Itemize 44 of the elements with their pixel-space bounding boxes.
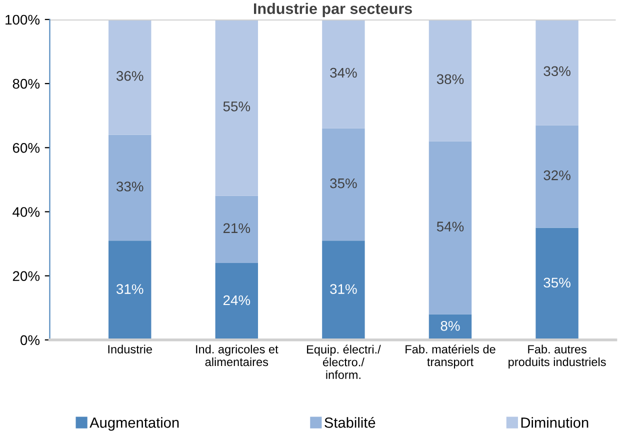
data-label: 24% xyxy=(223,295,250,306)
data-label: 8% xyxy=(440,320,460,331)
bar xyxy=(108,240,152,340)
bar xyxy=(428,141,472,314)
bar xyxy=(215,263,258,340)
bar xyxy=(322,240,365,340)
bar xyxy=(536,125,578,228)
x-tick-label: Fab. autres produits industriels xyxy=(508,344,606,368)
bar xyxy=(215,19,258,196)
x-tick-label: Ind. agricoles et alimentaires xyxy=(196,344,278,366)
data-label: 32% xyxy=(544,170,570,180)
data-label: 35% xyxy=(544,278,570,288)
data-label: 38% xyxy=(436,74,464,84)
y-tick-label: 0% xyxy=(20,335,40,346)
legend-label: Augmentation xyxy=(90,417,179,431)
data-label: 55% xyxy=(223,102,250,112)
data-label: 31% xyxy=(116,284,144,294)
bar xyxy=(322,128,365,241)
y-tick-label: 60% xyxy=(12,142,40,153)
bar xyxy=(536,19,578,126)
y-tick-label: 20% xyxy=(12,271,40,281)
data-label: 21% xyxy=(223,223,250,234)
bar xyxy=(428,19,472,142)
data-label: 36% xyxy=(116,71,144,81)
bar xyxy=(215,196,258,264)
y-tick-label: 40% xyxy=(12,207,40,217)
bar xyxy=(322,19,365,128)
legend-label: Diminution xyxy=(521,417,588,428)
data-label: 35% xyxy=(330,178,357,188)
bar xyxy=(108,19,152,135)
data-label: 34% xyxy=(330,68,357,78)
data-label: 31% xyxy=(330,284,357,294)
x-tick-label: Industrie xyxy=(108,344,152,354)
legend-label: Stabilité xyxy=(324,416,376,428)
data-label: 54% xyxy=(436,222,464,232)
x-tick-label: Fab. matériels de transport xyxy=(406,344,496,368)
y-tick-label: 100% xyxy=(6,14,40,25)
bar xyxy=(536,228,578,340)
data-label: 33% xyxy=(116,182,144,192)
x-tick-label: Equip. électri./ électro./ inform. xyxy=(307,344,381,380)
y-tick-label: 80% xyxy=(12,78,40,89)
data-label: 33% xyxy=(544,66,570,76)
chart-title: Industrie par secteurs xyxy=(254,2,412,18)
bar xyxy=(108,134,152,241)
